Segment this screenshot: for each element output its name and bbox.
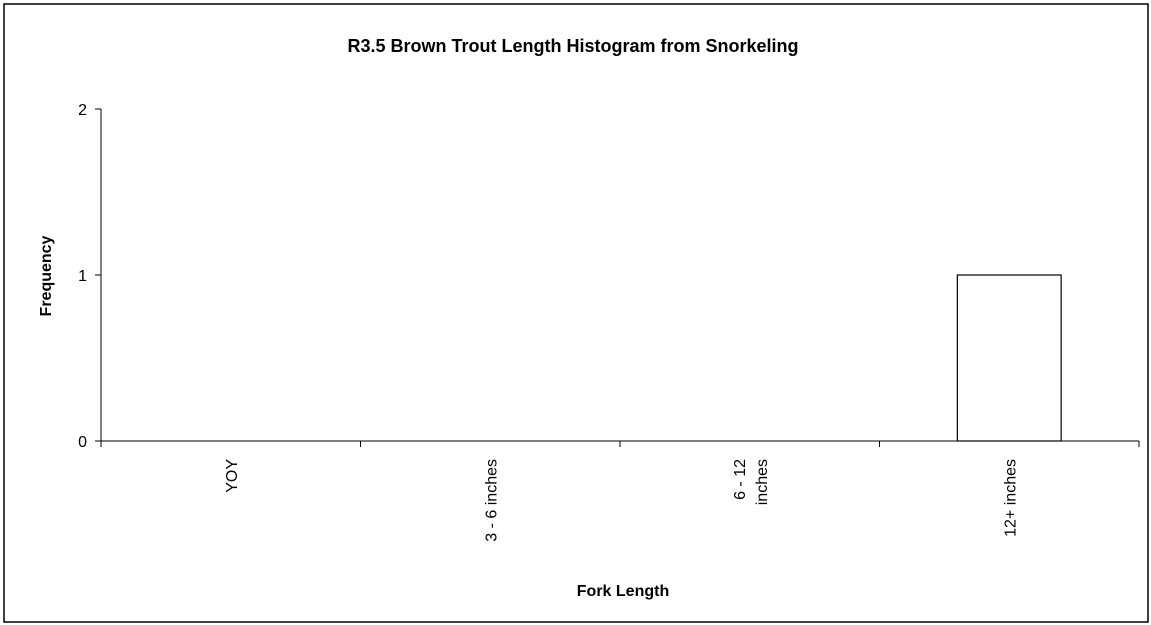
x-axis-label: Fork Length xyxy=(577,583,669,600)
y-tick-label-2: 2 xyxy=(78,102,87,119)
x-category-label-3: 12+ inches xyxy=(1002,459,1019,537)
plot-area: 0 1 2 YOY 3 - 6 inches 6 - 12 inches 12+ inches xyxy=(78,102,1140,542)
y-tick-label-1: 1 xyxy=(78,268,87,285)
x-category-label-1: 3 - 6 inches xyxy=(483,459,500,542)
y-tick-label-0: 0 xyxy=(78,434,87,451)
x-category-label-2: 6 - 12 inches xyxy=(732,459,771,505)
bar-3 xyxy=(956,274,1062,442)
x-category-label-0: YOY xyxy=(224,459,241,493)
chart-title: R3.5 Brown Trout Length Histogram from S… xyxy=(347,36,798,56)
y-axis-label: Frequency xyxy=(38,235,55,316)
